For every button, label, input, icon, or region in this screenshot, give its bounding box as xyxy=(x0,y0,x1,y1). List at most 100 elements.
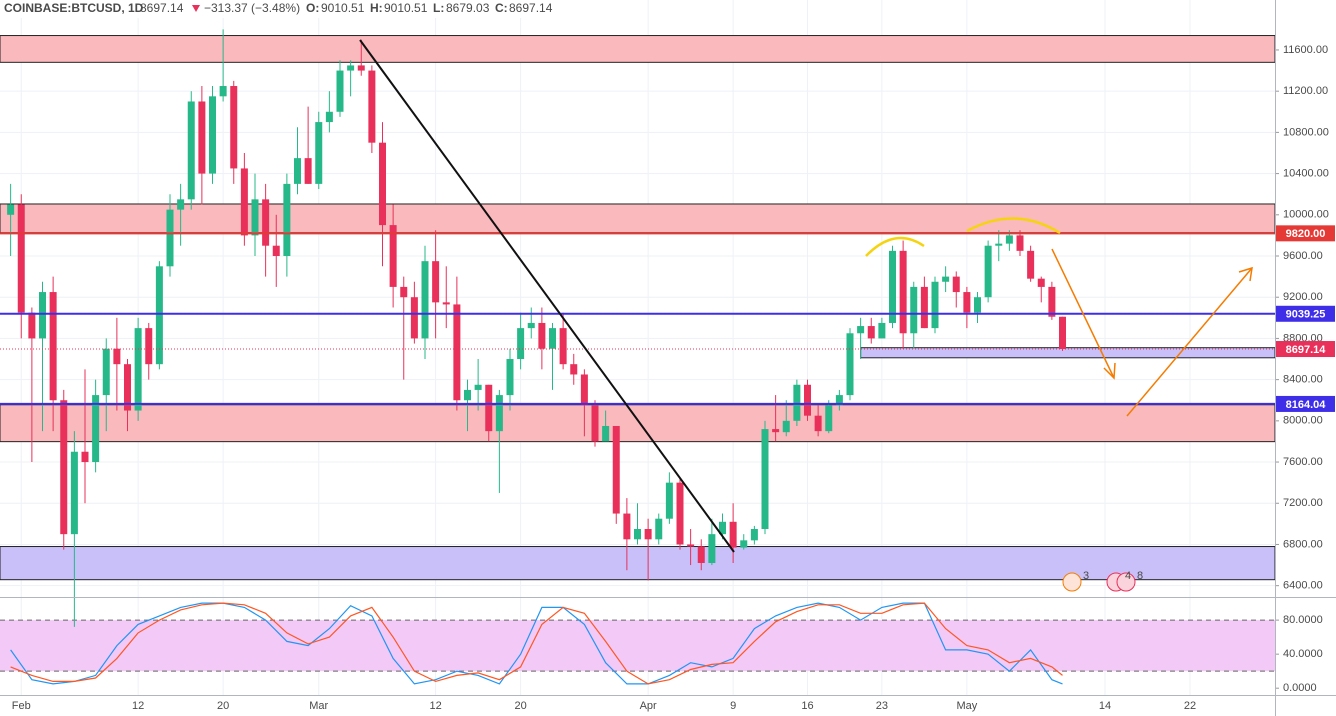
candle-body xyxy=(1037,278,1045,287)
oscillator-line xyxy=(10,602,1063,685)
price-tag xyxy=(1276,341,1335,358)
candle-body xyxy=(155,266,163,365)
candle-body xyxy=(304,158,312,184)
candle-body xyxy=(283,183,291,257)
c-label: C: xyxy=(495,1,508,15)
candle-body xyxy=(506,359,514,396)
event-icon xyxy=(1116,572,1136,592)
candle-body xyxy=(81,451,89,463)
candle-body xyxy=(219,86,227,97)
x-tick-label: 20 xyxy=(515,700,527,712)
candle-body xyxy=(517,328,525,360)
down-icon xyxy=(192,5,200,12)
candle-body xyxy=(549,328,556,349)
trend-line xyxy=(359,39,735,553)
candle-body xyxy=(240,168,248,236)
candle-body xyxy=(230,86,238,169)
y-tick-label: 7200.00 xyxy=(1283,497,1323,509)
price-tag-label: 9039.25 xyxy=(1286,309,1326,321)
candle-body xyxy=(984,245,992,298)
candle-body xyxy=(49,292,57,401)
candle-body xyxy=(644,529,652,540)
candle-body xyxy=(1059,316,1066,350)
price-tag xyxy=(1276,395,1335,412)
candle-body xyxy=(931,281,939,329)
y-tick-label: 6800.00 xyxy=(1283,538,1323,550)
candle-body xyxy=(347,65,355,71)
y-tick-label: 9600.00 xyxy=(1283,250,1323,262)
candle-body xyxy=(538,322,546,349)
candle-body xyxy=(687,544,695,547)
y-tick-label: 6400.00 xyxy=(1283,580,1323,592)
candle-body xyxy=(7,204,15,215)
y-tick-label: 40.0000 xyxy=(1283,648,1323,660)
symbol: COINBASE:BTCUSD, 1D xyxy=(4,1,144,15)
x-tick-label: 12 xyxy=(430,700,442,712)
y-tick-label: 9200.00 xyxy=(1283,291,1323,303)
candle-body xyxy=(559,328,567,365)
x-tick-label: 14 xyxy=(1099,700,1111,712)
candle-body xyxy=(251,199,259,236)
candle-body xyxy=(835,395,843,406)
candle-body xyxy=(920,286,928,329)
candle-body xyxy=(761,429,769,530)
y-tick-label: 8000.00 xyxy=(1283,415,1323,427)
low: 8679.03 xyxy=(446,1,490,15)
candle-body xyxy=(177,199,185,210)
x-tick-label: Mar xyxy=(309,700,328,712)
candle-body xyxy=(17,204,25,313)
y-tick-label: 80.0000 xyxy=(1283,614,1323,626)
candle-body xyxy=(1048,286,1056,317)
candle-body xyxy=(708,534,716,564)
candle-body xyxy=(70,451,78,535)
candle-body xyxy=(379,142,386,226)
price-tag xyxy=(1276,225,1335,242)
event-count: 8 xyxy=(1137,570,1143,582)
x-tick-label: 20 xyxy=(217,700,229,712)
zone xyxy=(0,404,1276,443)
candle-body xyxy=(39,292,46,339)
candle-body xyxy=(368,70,376,143)
candle-body xyxy=(570,364,578,375)
candle-body xyxy=(336,70,344,112)
price-tag xyxy=(1276,305,1335,322)
candle-body xyxy=(421,261,429,339)
candle-body xyxy=(910,286,918,334)
price-tag-label: 8697.14 xyxy=(1286,344,1327,356)
arc xyxy=(966,217,1061,235)
candle-body xyxy=(665,482,673,519)
candle-body xyxy=(113,348,121,365)
oscillator-line xyxy=(10,602,1063,685)
y-tick-label: 10000.00 xyxy=(1283,209,1329,221)
h-label: H: xyxy=(370,1,383,15)
candle-body xyxy=(400,286,408,298)
candle-body xyxy=(750,529,758,541)
change: −313.37 (−3.48%) xyxy=(204,1,300,15)
candle-body xyxy=(442,302,450,305)
x-tick-label: May xyxy=(956,700,977,712)
candle-body xyxy=(623,513,631,540)
candle-body xyxy=(719,521,726,535)
y-tick-label: 11600.00 xyxy=(1283,44,1328,56)
x-tick-label: Feb xyxy=(12,700,31,712)
price-tag-label: 9820.00 xyxy=(1286,228,1326,240)
candle-body xyxy=(602,425,610,442)
candle-body xyxy=(315,122,323,184)
candle-body xyxy=(166,209,174,267)
o-label: O: xyxy=(306,1,319,15)
candle-body xyxy=(1027,250,1035,279)
candle-body xyxy=(782,420,790,433)
candle-body xyxy=(294,158,301,184)
arrow-head xyxy=(1238,266,1253,282)
candle-body xyxy=(1005,235,1013,244)
candle-body xyxy=(974,297,981,313)
candle-body xyxy=(899,250,907,334)
x-tick-label: 16 xyxy=(801,700,813,712)
candle-body xyxy=(410,297,418,339)
candle-body xyxy=(495,395,503,432)
candle-body xyxy=(634,529,641,540)
candle-body xyxy=(60,400,68,535)
